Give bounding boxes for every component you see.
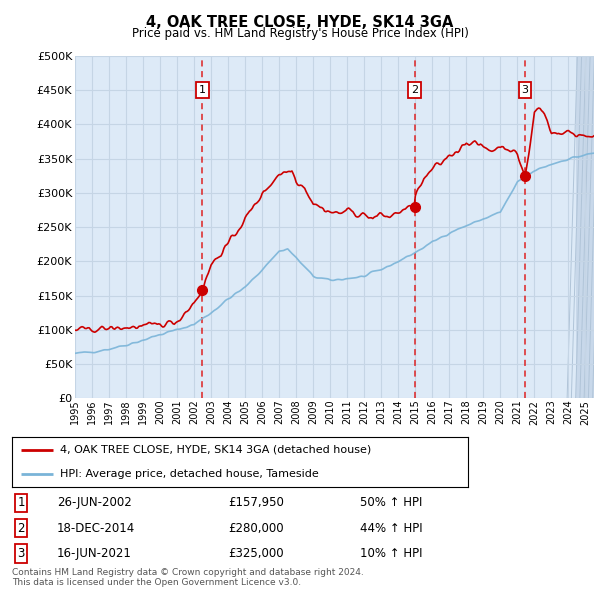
Text: 44% ↑ HPI: 44% ↑ HPI (360, 522, 422, 535)
Text: 4, OAK TREE CLOSE, HYDE, SK14 3GA (detached house): 4, OAK TREE CLOSE, HYDE, SK14 3GA (detac… (60, 445, 371, 455)
Text: 16-JUN-2021: 16-JUN-2021 (57, 547, 132, 560)
Text: HPI: Average price, detached house, Tameside: HPI: Average price, detached house, Tame… (60, 468, 319, 478)
Text: 3: 3 (17, 547, 25, 560)
Text: 26-JUN-2002: 26-JUN-2002 (57, 496, 132, 509)
Text: 2: 2 (17, 522, 25, 535)
Text: £325,000: £325,000 (228, 547, 284, 560)
Text: 1: 1 (17, 496, 25, 509)
Text: 3: 3 (521, 86, 529, 95)
Text: 2: 2 (411, 86, 418, 95)
Text: £280,000: £280,000 (228, 522, 284, 535)
Text: 4, OAK TREE CLOSE, HYDE, SK14 3GA: 4, OAK TREE CLOSE, HYDE, SK14 3GA (146, 15, 454, 30)
Text: 10% ↑ HPI: 10% ↑ HPI (360, 547, 422, 560)
Text: Price paid vs. HM Land Registry's House Price Index (HPI): Price paid vs. HM Land Registry's House … (131, 27, 469, 40)
Text: £157,950: £157,950 (228, 496, 284, 509)
Text: Contains HM Land Registry data © Crown copyright and database right 2024.
This d: Contains HM Land Registry data © Crown c… (12, 568, 364, 587)
Text: 50% ↑ HPI: 50% ↑ HPI (360, 496, 422, 509)
Text: 1: 1 (199, 86, 206, 95)
Text: 18-DEC-2014: 18-DEC-2014 (57, 522, 135, 535)
